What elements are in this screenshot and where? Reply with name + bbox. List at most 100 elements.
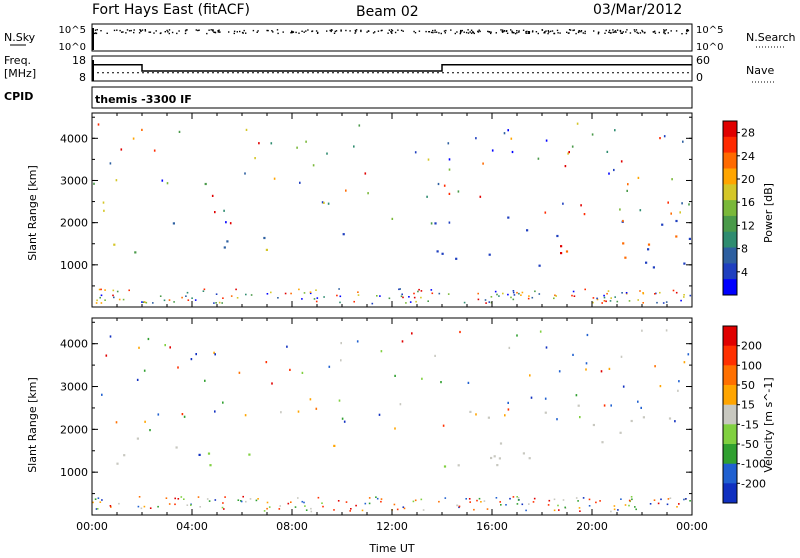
near-range-cell [277, 297, 279, 299]
scatter-cell [688, 237, 691, 240]
near-range-cell [304, 505, 306, 507]
near-range-cell [337, 500, 340, 502]
sparse-cell [637, 176, 640, 179]
nsky-point [208, 29, 210, 31]
nsky-point [616, 29, 619, 31]
nsky-point [197, 29, 199, 32]
near-range-cell [213, 302, 215, 304]
nsky-point [511, 31, 513, 34]
nsky-point [164, 31, 166, 33]
nsky-point [568, 29, 571, 31]
near-range-cell [603, 294, 605, 297]
near-range-cell [223, 508, 225, 510]
sparse-cell [120, 148, 123, 151]
near-range-cell [208, 500, 211, 502]
station-title: Fort Hays East (fitACF) [92, 2, 250, 18]
near-range-cell [206, 498, 209, 500]
nsky-point [531, 31, 534, 33]
sparse-cell [132, 137, 135, 140]
colorbar-segment [723, 263, 737, 280]
sparse-cell [448, 192, 451, 195]
nsky-point [636, 31, 638, 34]
sparse-cell [491, 149, 494, 152]
scatter-cell [624, 256, 627, 259]
sparse-cell [447, 142, 450, 145]
near-range-cell [477, 292, 479, 295]
near-range-cell [403, 507, 406, 510]
ytick-label: 3000 [60, 381, 88, 394]
nsky-point [185, 29, 187, 31]
xtick-label: 04:00 [176, 520, 208, 533]
colorbar-segment [723, 184, 737, 201]
sparse-cell [138, 346, 140, 349]
scatter-cell [522, 452, 525, 455]
nsky-point [94, 32, 96, 35]
nsky-point [176, 32, 178, 35]
panel-background [92, 318, 692, 515]
nsky-point [663, 31, 665, 33]
nsky-point [670, 30, 672, 32]
near-range-cell [222, 297, 224, 299]
sparse-cell [610, 404, 612, 407]
nsky-point [184, 32, 187, 35]
power-colorbar-label: Power [dB] [762, 183, 775, 243]
sparse-cell [537, 157, 540, 160]
nsky-point [470, 32, 473, 34]
near-range-cell [298, 288, 300, 291]
nsky-point [391, 32, 393, 34]
ytick-label: 3000 [60, 175, 88, 188]
sparse-cell [682, 140, 684, 143]
sparse-cell [141, 128, 143, 131]
sparse-cell [562, 202, 564, 205]
sparse-cell [401, 340, 404, 343]
near-range-cell [355, 504, 357, 507]
scatter-cell [647, 243, 651, 246]
scatter-cell [263, 236, 266, 240]
nsky-point [543, 32, 545, 34]
nsky-point [139, 30, 142, 32]
near-range-cell [322, 505, 324, 508]
nsky-point [626, 29, 628, 31]
scatter-cell [592, 423, 595, 427]
nsky-point [130, 29, 132, 32]
near-range-cell [128, 289, 130, 292]
near-range-cell [245, 293, 247, 296]
scatter-cell [538, 264, 541, 267]
nsky-point [159, 32, 162, 35]
nsky-point [635, 29, 638, 31]
nsky-point [463, 31, 465, 33]
sparse-cell [93, 182, 95, 185]
nsky-point [619, 29, 622, 32]
sparse-cell [244, 172, 246, 175]
near-range-cell [605, 300, 607, 303]
beam-title: Beam 02 [356, 4, 419, 20]
nsky-point [477, 30, 479, 33]
near-range-cell [95, 302, 98, 304]
nsky-point [434, 31, 436, 33]
sparse-cell [670, 212, 672, 215]
near-range-cell [558, 509, 560, 511]
xtick-label: 00:00 [676, 520, 708, 533]
nsky-point [545, 30, 547, 32]
near-range-cell [431, 292, 434, 295]
near-range-cell [595, 501, 597, 504]
nsky-point [553, 32, 555, 35]
near-range-cell [516, 496, 518, 498]
colorbar-tick-label: 8 [741, 243, 748, 256]
near-range-cell [521, 503, 524, 506]
near-range-cell [562, 499, 565, 501]
nsky-point [315, 30, 318, 32]
near-range-cell [607, 290, 610, 292]
sparse-cell [343, 420, 346, 423]
near-range-cell [165, 497, 168, 499]
sparse-cell [620, 355, 623, 358]
sparse-cell [683, 361, 686, 364]
sparse-cell [164, 344, 166, 347]
sparse-cell [427, 158, 430, 161]
nsky-point [445, 29, 447, 32]
near-range-cell [174, 503, 176, 506]
nsky-point [391, 30, 394, 32]
near-range-cell [297, 497, 299, 499]
nsky-point [377, 30, 380, 32]
sparse-cell [394, 427, 396, 430]
